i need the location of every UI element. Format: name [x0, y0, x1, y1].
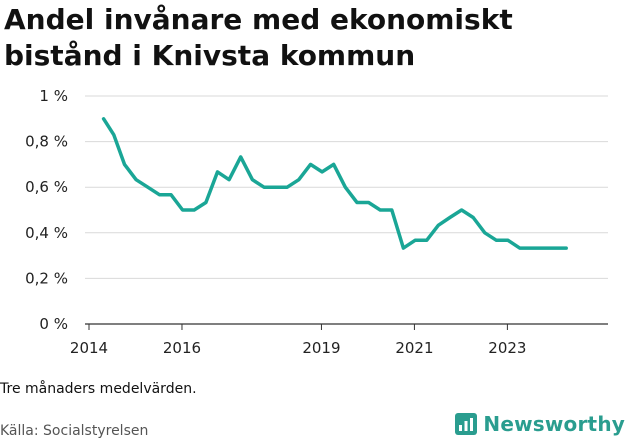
x-tick-label: 2021 [395, 339, 433, 357]
y-tick-label: 0 % [39, 315, 68, 333]
brand-name: Newsworthy [483, 412, 625, 436]
y-tick-label: 0,6 % [25, 178, 68, 196]
source-credit: Källa: Socialstyrelsen [0, 423, 149, 439]
x-tick-label: 2016 [163, 339, 201, 357]
chart-note: Tre månaders medelvärden. [0, 381, 197, 397]
series-line [101, 117, 568, 250]
x-tick-label: 2014 [70, 339, 108, 357]
y-tick-label: 1 % [39, 87, 68, 105]
x-tick-label: 2019 [302, 339, 340, 357]
chart-title-line-2: bistånd i Knivsta kommun [4, 39, 416, 72]
bar-chart-icon [455, 413, 478, 435]
y-tick-label: 0,4 % [25, 224, 68, 242]
y-tick-label: 0,8 % [25, 133, 68, 151]
newsworthy-logo: Newsworthy [455, 410, 625, 438]
chart-title: Andel invånare med ekonomiskt bistånd i … [4, 2, 624, 74]
x-tick-label: 2023 [488, 339, 526, 357]
y-tick-label: 0,2 % [25, 269, 68, 287]
chart-title-line-1: Andel invånare med ekonomiskt [4, 3, 513, 36]
line-chart: 0 % 0,2 % 0,4 % 0,6 % 0,8 % 1 % 2014 2016 2019 20… [25, 87, 608, 357]
